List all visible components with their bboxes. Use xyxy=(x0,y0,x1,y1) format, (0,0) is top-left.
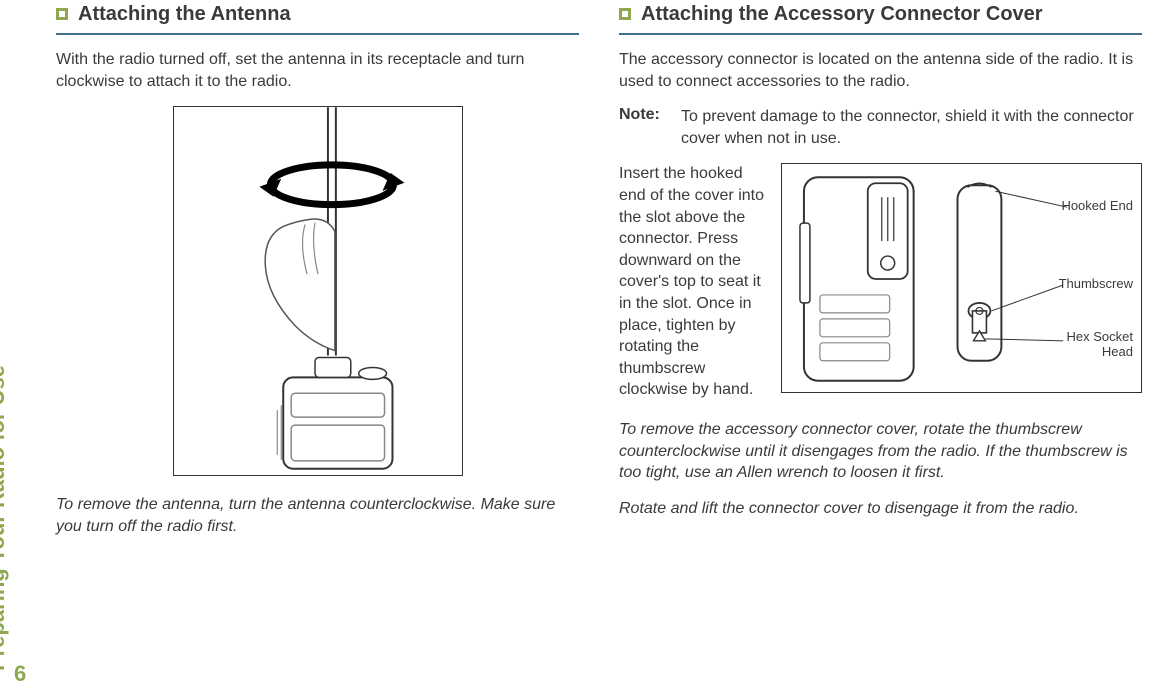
section-rule-left xyxy=(56,33,579,35)
note-row: Note: To prevent damage to the connector… xyxy=(619,106,1142,149)
cover-wrap-text: Insert the hooked end of the cover into … xyxy=(619,163,769,401)
right-column: Attaching the Accessory Connector Cover … xyxy=(619,0,1142,693)
section-bullet-icon xyxy=(56,8,68,20)
right-remove1: To remove the accessory connector cover,… xyxy=(619,419,1142,484)
note-label: Note: xyxy=(619,106,667,149)
section-head-right: Attaching the Accessory Connector Cover xyxy=(619,2,1142,27)
left-intro: With the radio turned off, set the anten… xyxy=(56,49,579,92)
left-column: Attaching the Antenna With the radio tur… xyxy=(56,0,579,693)
section-rule-right xyxy=(619,33,1142,35)
figure-cover: Hooked End Thumbscrew Hex Socket Head xyxy=(781,163,1142,393)
callout-hex-line2: Head xyxy=(1102,344,1133,359)
side-section-label: Preparing Your Radio for Use xyxy=(0,365,10,671)
section-bullet-icon xyxy=(619,8,631,20)
antenna-illustration xyxy=(174,106,462,476)
page-content: Attaching the Antenna With the radio tur… xyxy=(56,0,1142,693)
note-body: To prevent damage to the connector, shie… xyxy=(681,106,1142,149)
section-title-right: Attaching the Accessory Connector Cover xyxy=(641,2,1043,27)
right-remove2: Rotate and lift the connector cover to d… xyxy=(619,498,1142,520)
section-head-left: Attaching the Antenna xyxy=(56,2,579,27)
callout-thumbscrew: Thumbscrew xyxy=(1059,276,1133,291)
callout-hooked-end: Hooked End xyxy=(1061,198,1133,213)
page-number: 6 xyxy=(14,661,26,687)
left-remove-note: To remove the antenna, turn the antenna … xyxy=(56,494,579,537)
figure-antenna xyxy=(173,106,463,476)
right-intro: The accessory connector is located on th… xyxy=(619,49,1142,92)
figure-cover-wrap: Insert the hooked end of the cover into … xyxy=(619,163,1142,401)
callout-hex-line1: Hex Socket xyxy=(1067,329,1133,344)
section-title-left: Attaching the Antenna xyxy=(78,2,291,27)
